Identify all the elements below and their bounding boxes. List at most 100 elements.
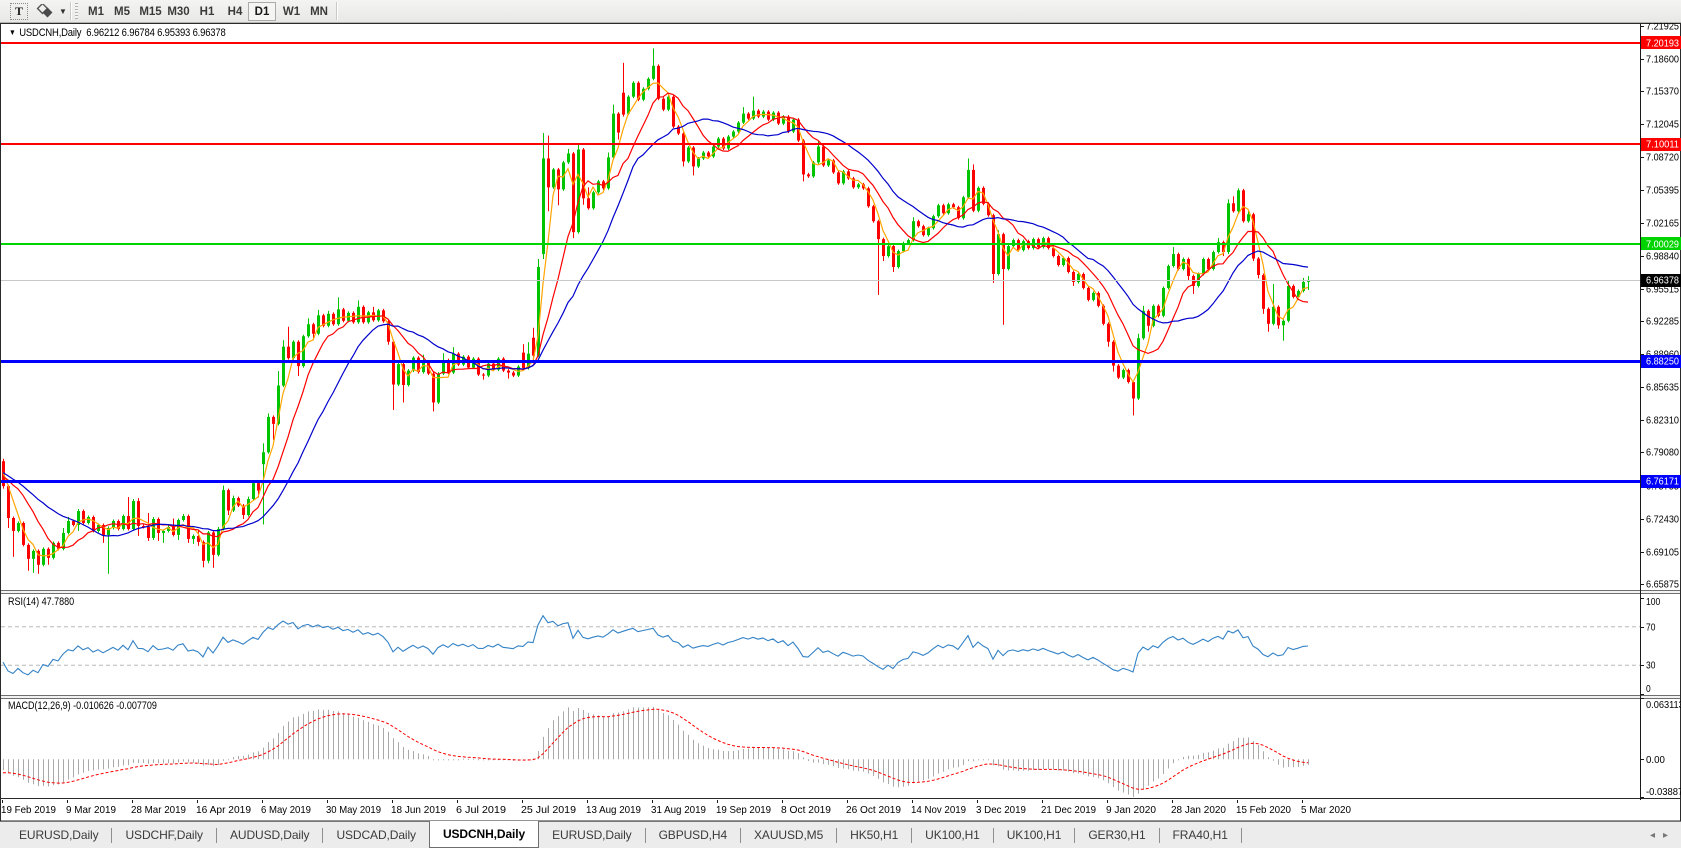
timeframe-button-m5[interactable]: M5 (114, 5, 130, 18)
macd-histogram-bar (1133, 759, 1134, 797)
timeframe-button-w1[interactable]: W1 (282, 5, 301, 18)
price-tick-label: 6.72430 (1646, 514, 1679, 526)
macd-histogram-bar (778, 748, 779, 760)
date-tick (847, 800, 848, 803)
candle-body (277, 385, 280, 424)
chart-title[interactable]: ▼ USDCNH,Daily 6.96212 6.96784 6.95393 6.… (9, 27, 226, 39)
timeframe-button-h1[interactable]: H1 (199, 5, 215, 18)
macd-histogram-bar (558, 716, 559, 760)
chart-tab-ger30-h1[interactable]: GER30,H1 (1088, 828, 1146, 842)
chart-tab-audusd-daily[interactable]: AUDUSD,Daily (229, 828, 310, 842)
horizontal-level-line[interactable] (1, 243, 1640, 245)
macd-histogram-bar (713, 749, 714, 760)
rsi-tick-label: 30 (1646, 660, 1656, 672)
macd-histogram-bar (618, 712, 619, 760)
candle-body (72, 520, 75, 525)
candle-body (232, 498, 235, 511)
macd-histogram-bar (1308, 759, 1309, 765)
chart-tab-fra40-h1[interactable]: FRA40,H1 (1172, 828, 1228, 842)
macd-histogram-bar (743, 748, 744, 760)
candle-body (857, 184, 860, 188)
toolbar-grip[interactable] (75, 3, 78, 19)
candle-body (1227, 203, 1230, 253)
chart-tab-eurusd-daily[interactable]: EURUSD,Daily (19, 828, 99, 842)
candle-body (87, 517, 90, 523)
price-tick (1640, 59, 1644, 60)
candle-body (537, 267, 540, 356)
macd-histogram-bar (213, 759, 214, 767)
macd-signal-line (3, 708, 1309, 790)
macd-histogram-bar (33, 759, 34, 785)
collapse-icon[interactable]: ▼ (9, 28, 16, 37)
horizontal-level-line[interactable] (1, 480, 1640, 483)
macd-histogram-bar (893, 759, 894, 787)
timeframe-button-m15[interactable]: M15 (139, 5, 162, 18)
horizontal-level-line[interactable] (1, 42, 1640, 44)
scroll-left-icon[interactable]: ◂ (1650, 830, 1656, 841)
macd-tick (1640, 698, 1644, 699)
candle-body (977, 187, 980, 211)
timeframe-button-d1[interactable]: D1 (248, 2, 276, 21)
candle-body (297, 341, 300, 367)
macd-histogram-bar (268, 742, 269, 760)
price-tick-label: 7.18600 (1646, 54, 1679, 66)
candle-body (1052, 248, 1055, 257)
price-badge (1641, 475, 1681, 488)
macd-histogram-bar (1288, 759, 1289, 767)
macd-histogram-bar (938, 759, 939, 774)
horizontal-level-line[interactable] (1, 143, 1640, 145)
timeframe-button-m30[interactable]: M30 (167, 5, 190, 18)
candle-body (197, 535, 200, 542)
candle-body (157, 518, 160, 533)
chart-plot[interactable]: 7.21925 7.18600 7.15370 7.12045 7.08720 7.053… (0, 23, 1681, 821)
macd-histogram-bar (1298, 759, 1299, 767)
macd-histogram-bar (13, 759, 14, 776)
chart-tab-uk100-h1[interactable]: UK100,H1 (925, 828, 980, 842)
main-rsi-separator (1, 591, 1680, 593)
current-price-line (1, 280, 1640, 281)
chart-tab-gbpusd-h4[interactable]: GBPUSD,H4 (658, 828, 728, 842)
horizontal-level-line[interactable] (1, 360, 1640, 363)
candle-body (812, 162, 815, 177)
macd-histogram-bar (253, 752, 254, 760)
candle-body (1272, 306, 1275, 324)
candle-body (1287, 285, 1290, 321)
macd-histogram-bar (188, 759, 189, 763)
candle-body (1252, 214, 1255, 259)
scroll-right-icon[interactable]: ▸ (1663, 830, 1669, 841)
chart-tab-usdcnh-daily[interactable]: USDCNH,Daily (428, 821, 540, 848)
price-tick (1640, 584, 1644, 585)
rsi-macd-separator[interactable] (1, 695, 1680, 696)
timeframe-button-h4[interactable]: H4 (227, 5, 243, 18)
macd-tick-label: 0.063113 (1646, 699, 1681, 711)
macd-histogram-bar (1203, 752, 1204, 760)
date-tick (2, 800, 3, 803)
candle-body (212, 532, 215, 555)
candle-body (1092, 292, 1095, 300)
chart-tab-uk100-h1[interactable]: UK100,H1 (1006, 828, 1062, 842)
chart-tab-usdchf-daily[interactable]: USDCHF,Daily (125, 828, 203, 842)
timeframe-button-m1[interactable]: M1 (88, 5, 104, 18)
main-rsi-separator[interactable] (1, 590, 1680, 591)
timeframe-button-mn[interactable]: MN (310, 5, 328, 18)
candle-body (637, 82, 640, 100)
chart-tab-xauusd-m5[interactable]: XAUUSD,M5 (754, 828, 824, 842)
candle-body (1077, 273, 1080, 282)
chart-tab-usdcad-daily[interactable]: USDCAD,Daily (336, 828, 416, 842)
macd-histogram-bar (178, 759, 179, 763)
macd-histogram-bar (613, 713, 614, 760)
dropdown-caret-icon[interactable]: ▼ (59, 6, 67, 16)
date-tick-label: 6 May 2019 (261, 804, 311, 816)
macd-histogram-bar (543, 736, 544, 760)
macd-histogram-bar (573, 711, 574, 760)
text-tool-button[interactable]: T (10, 3, 28, 20)
candle-body (482, 374, 485, 376)
candle-wick (288, 326, 289, 360)
macd-histogram-bar (733, 750, 734, 760)
rsi-tick (1640, 665, 1644, 666)
arrange-windows-icon[interactable] (34, 2, 56, 20)
macd-histogram-bar (1043, 759, 1044, 770)
chart-tab-hk50-h1[interactable]: HK50,H1 (850, 828, 899, 842)
chart-tab-eurusd-daily[interactable]: EURUSD,Daily (552, 828, 632, 842)
